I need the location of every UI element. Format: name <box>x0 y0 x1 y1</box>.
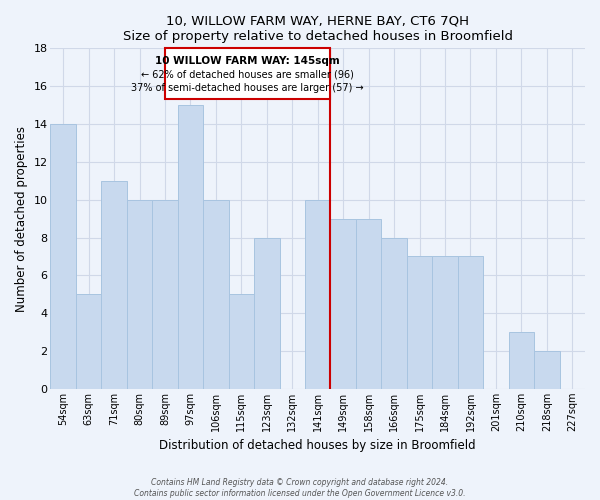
Text: ← 62% of detached houses are smaller (96): ← 62% of detached houses are smaller (96… <box>141 69 354 79</box>
X-axis label: Distribution of detached houses by size in Broomfield: Distribution of detached houses by size … <box>160 440 476 452</box>
Bar <box>127 200 152 389</box>
Bar <box>305 200 331 389</box>
Bar <box>50 124 76 389</box>
Bar <box>509 332 534 389</box>
Bar <box>356 218 382 389</box>
Bar <box>382 238 407 389</box>
Y-axis label: Number of detached properties: Number of detached properties <box>15 126 28 312</box>
Bar <box>254 238 280 389</box>
Text: 37% of semi-detached houses are larger (57) →: 37% of semi-detached houses are larger (… <box>131 84 364 94</box>
Bar <box>203 200 229 389</box>
FancyBboxPatch shape <box>165 48 331 100</box>
Bar <box>229 294 254 389</box>
Title: 10, WILLOW FARM WAY, HERNE BAY, CT6 7QH
Size of property relative to detached ho: 10, WILLOW FARM WAY, HERNE BAY, CT6 7QH … <box>123 15 513 43</box>
Bar <box>101 181 127 389</box>
Text: 10 WILLOW FARM WAY: 145sqm: 10 WILLOW FARM WAY: 145sqm <box>155 56 340 66</box>
Bar <box>76 294 101 389</box>
Bar <box>331 218 356 389</box>
Text: Contains HM Land Registry data © Crown copyright and database right 2024.
Contai: Contains HM Land Registry data © Crown c… <box>134 478 466 498</box>
Bar <box>458 256 483 389</box>
Bar <box>178 105 203 389</box>
Bar <box>152 200 178 389</box>
Bar <box>534 351 560 389</box>
Bar <box>432 256 458 389</box>
Bar <box>407 256 432 389</box>
